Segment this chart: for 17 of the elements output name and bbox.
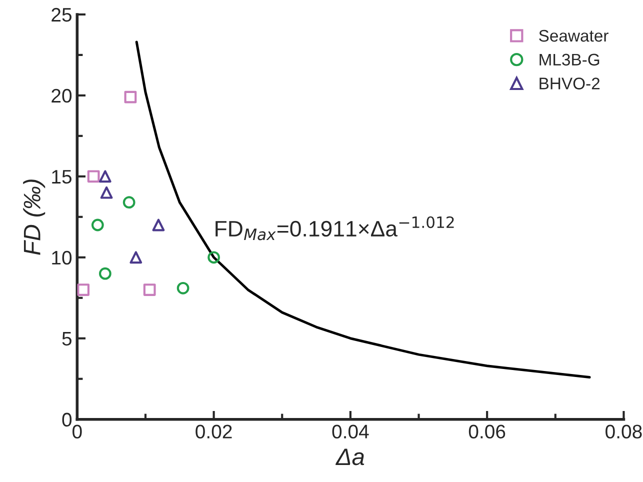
x-tick-label: 0 [72,424,82,438]
annotation: FD$_{Max}$=0.1911×Δa$^{−1.012}$ [216,216,454,240]
legend-label: Seawater [539,30,608,42]
y-tick-label: 10 [52,250,72,265]
y-tick-label: 5 [62,332,72,346]
x-tick-label: 0.08 [606,424,642,438]
x-axis-title: Δa [335,448,364,466]
y-tick-label: 15 [52,170,72,184]
x-tick-label: 0.06 [468,424,506,438]
y-axis-title: FD (‰) [23,180,46,255]
legend-label: BHVO-2 [540,78,600,90]
x-tick-label: 0.02 [196,424,232,438]
x-tick-label: 0.04 [332,424,369,438]
y-tick-label: 20 [52,88,72,103]
y-tick-label: 25 [52,8,72,22]
legend-label: ML3B-G [540,54,600,66]
y-tick-label: 0 [62,412,72,427]
